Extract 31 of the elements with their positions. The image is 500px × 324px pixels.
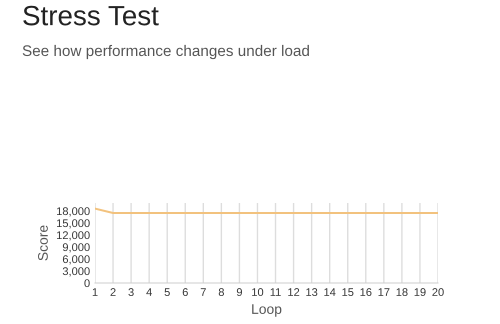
x-tick-label: 11: [270, 288, 281, 296]
x-tick-label: 13: [306, 288, 318, 296]
x-axis-title: Loop: [252, 304, 282, 317]
y-tick-label: 15,000: [57, 219, 90, 228]
y-axis-title: Score: [38, 225, 48, 261]
chart-title: Stress Test: [23, 6, 159, 26]
x-tick-label: 2: [110, 288, 116, 296]
y-tick-label: 18,000: [57, 207, 90, 216]
x-tick-label: 8: [218, 288, 224, 296]
x-tick-label: 1: [92, 288, 98, 296]
chart-subtitle: See how performance changes under load: [22, 44, 309, 60]
y-tick-label: 0: [84, 279, 90, 288]
x-tick-label: 4: [146, 288, 152, 296]
x-tick-label: 9: [236, 288, 242, 296]
x-tick-label: 16: [360, 288, 372, 296]
x-tick-label: 6: [182, 288, 188, 296]
x-tick-label: 12: [288, 288, 300, 296]
y-tick-label: 3,000: [62, 267, 90, 276]
x-tick-label: 17: [378, 288, 390, 296]
x-tick-label: 3: [128, 288, 134, 296]
y-tick-label: 6,000: [62, 255, 90, 264]
x-tick-label: 19: [414, 288, 426, 296]
x-tick-label: 5: [164, 288, 170, 296]
x-tick-label: 10: [252, 288, 264, 296]
x-tick-label: 7: [200, 288, 206, 296]
y-tick-label: 12,000: [57, 231, 90, 240]
x-tick-label: 20: [432, 288, 444, 296]
x-tick-label: 18: [396, 288, 408, 296]
x-tick-label: 15: [342, 288, 354, 296]
x-tick-label: 14: [324, 288, 336, 296]
y-tick-label: 9,000: [62, 243, 90, 252]
